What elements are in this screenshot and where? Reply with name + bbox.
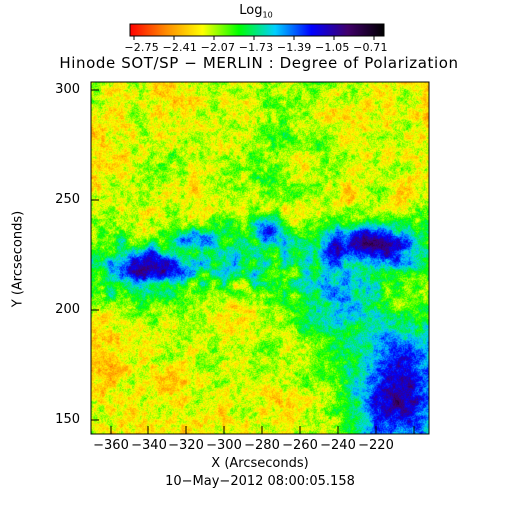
colorbar-tick-label: −2.07 [200, 41, 236, 54]
observation-timestamp: 10−May−2012 08:00:05.158 [165, 474, 355, 489]
polarization-map [91, 82, 429, 434]
x-tick-label: −360 [93, 438, 129, 453]
map-frame [90, 81, 430, 435]
x-tick-label: −280 [244, 438, 280, 453]
y-axis-label: Y (Arcseconds) [10, 210, 26, 308]
x-tick-label: −220 [358, 438, 394, 453]
colorbar-tick-label: −2.41 [162, 41, 197, 54]
x-axis-label: X (Arcseconds) [211, 456, 309, 471]
x-tick-label: −320 [168, 438, 204, 453]
colorbar-tick-label: −1.73 [238, 41, 274, 54]
colorbar-tick-label: −1.39 [276, 41, 312, 54]
colorbar-tick-marks [133, 36, 375, 40]
colorbar-tick-labels: −2.75 −2.41 −2.07 −1.73 −1.39 −1.05 −0.7… [110, 41, 402, 54]
y-tick-label: 250 [55, 192, 80, 207]
colorbar-tick-label: −1.05 [315, 41, 350, 54]
y-tick-marks [91, 89, 99, 421]
y-tick-label: 200 [55, 302, 80, 317]
y-tick-label: 300 [55, 82, 80, 97]
colorbar-tick-label: −0.71 [353, 41, 388, 54]
figure-title: Hinode SOT/SP − MERLIN : Degree of Polar… [59, 54, 459, 72]
y-tick-label: 150 [55, 412, 80, 427]
colorbar-title: Log10 [239, 3, 273, 20]
colorbar-gradient [129, 23, 385, 37]
x-tick-label: −260 [282, 438, 318, 453]
x-tick-label: −240 [320, 438, 356, 453]
colorbar-tick-label: −2.75 [124, 41, 159, 54]
x-tick-marks [110, 426, 415, 434]
x-tick-label: −300 [206, 438, 242, 453]
x-tick-label: −340 [131, 438, 167, 453]
